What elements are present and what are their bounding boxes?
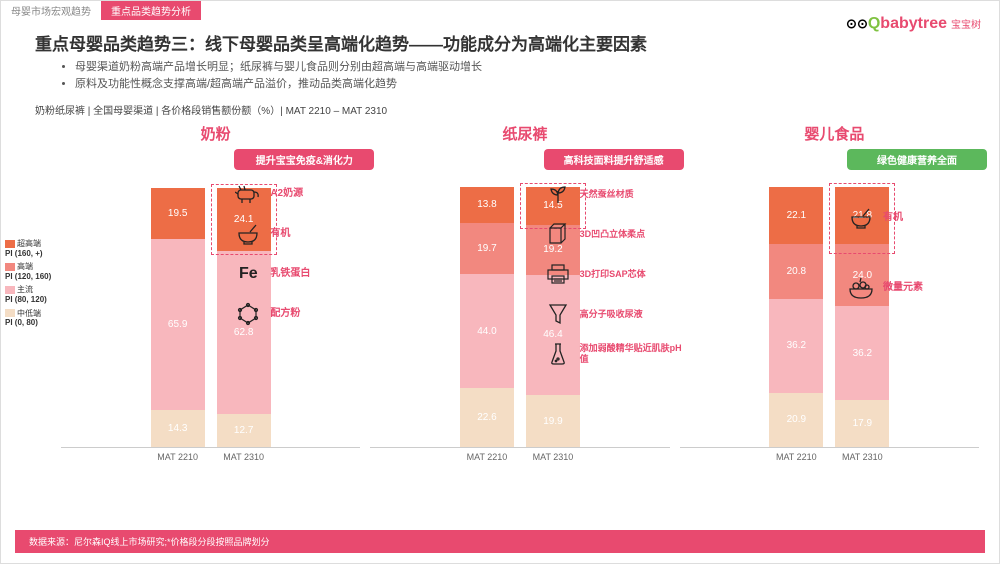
- plant-icon: [544, 180, 572, 208]
- bar-seg: 65.9: [151, 239, 205, 410]
- col-milk: 奶粉 14.365.919.512.762.824.1 MAT 2210 MAT…: [61, 119, 370, 497]
- xl-milk-1: MAT 2210: [151, 452, 205, 462]
- legend-l1: 超高端: [17, 239, 41, 248]
- feat-diaper-3: 3D打印SAP芯体: [580, 269, 646, 280]
- bar-seg: 13.8: [460, 187, 514, 223]
- cat-title-milk: 奶粉: [61, 119, 370, 148]
- flask-icon: [544, 340, 572, 368]
- feat-food-2: 微量元素: [883, 282, 923, 294]
- bar-seg: 14.3: [151, 410, 205, 447]
- bar-seg: 22.1: [769, 187, 823, 244]
- features-diaper: 高科技面料提升舒适感 天然蚕丝材质 3D凹凸立体柔点 3D打印SAP芯体 高分子…: [544, 149, 684, 380]
- xl-food-1: MAT 2210: [769, 452, 823, 462]
- feat-food-1: 有机: [883, 212, 903, 224]
- bullet-2: 原料及功能性概念支撑高端/超高端产品溢价，推动品类高端化趋势: [75, 76, 939, 93]
- bar-seg: 20.8: [769, 244, 823, 298]
- bar: 22.644.019.713.8: [460, 187, 514, 447]
- logo: ⊙⊙Qbabytree 宝宝树: [846, 15, 981, 33]
- xl-food-2: MAT 2310: [835, 452, 889, 462]
- xlabels-diaper: MAT 2210 MAT 2310: [370, 448, 669, 462]
- feat-milk-2: 有机: [270, 228, 290, 240]
- cat-title-food: 婴儿食品: [680, 119, 989, 148]
- molecule-icon: [234, 300, 262, 328]
- funnel-icon: [544, 300, 572, 328]
- feat-milk-4: 配方粉: [270, 308, 300, 320]
- xl-diaper-1: MAT 2210: [460, 452, 514, 462]
- features-milk: 提升宝宝免疫&消化力 A2奶源 有机 Fe 乳铁蛋白 配方粉: [234, 149, 374, 340]
- cat-title-diaper: 纸尿裤: [370, 119, 679, 148]
- features-food: 绿色健康营养全面 有机 微量元素: [847, 183, 987, 314]
- feat-head-milk: 提升宝宝免疫&消化力: [234, 149, 374, 170]
- legend-l2: 高端: [17, 262, 33, 271]
- bar-seg: 17.9: [835, 400, 889, 447]
- box3d-icon: [544, 220, 572, 248]
- feat-head-food: 绿色健康营养全面: [847, 149, 987, 170]
- col-food: 婴儿食品 20.936.220.822.117.936.224.021.8 MA…: [680, 119, 989, 497]
- legend-sw-1: [5, 240, 15, 248]
- slide: 母婴市场宏观趋势 重点品类趋势分析 ⊙⊙Qbabytree宝宝树 重点母婴品类趋…: [0, 0, 1000, 564]
- charts-row: 超高端PI (160, +) 高端PI (120, 160) 主流PI (80,…: [1, 119, 999, 497]
- bullet-1: 母婴渠道奶粉高端产品增长明显；纸尿裤与婴儿食品则分别由超高端与高端驱动增长: [75, 59, 939, 76]
- xlabels-milk: MAT 2210 MAT 2310: [61, 448, 360, 462]
- bar-seg: 22.6: [460, 388, 514, 447]
- legend-sw-3: [5, 286, 15, 294]
- logo-q: Q: [868, 15, 880, 32]
- col-diaper: 纸尿裤 22.644.019.713.819.946.419.214.5 MAT…: [370, 119, 679, 497]
- feat-diaper-5: 添加弱酸精华贴近肌肤pH值: [580, 343, 684, 365]
- legend-l4-sub: PI (0, 80): [5, 318, 38, 327]
- bar: 20.936.220.822.1: [769, 187, 823, 447]
- legend: 超高端PI (160, +) 高端PI (120, 160) 主流PI (80,…: [5, 239, 51, 332]
- xl-milk-2: MAT 2310: [217, 452, 271, 462]
- mortar-icon: [234, 220, 262, 248]
- bar-seg: 36.2: [769, 299, 823, 393]
- feat-diaper-2: 3D凹凸立体柔点: [580, 229, 646, 240]
- feat-milk-1: A2奶源: [270, 188, 303, 200]
- legend-l3-sub: PI (80, 120): [5, 295, 47, 304]
- feat-diaper-4: 高分子吸收尿液: [580, 309, 643, 320]
- xlabels-food: MAT 2210 MAT 2310: [680, 448, 979, 462]
- logo-cn: 宝宝树: [951, 20, 981, 31]
- bar: 14.365.919.5: [151, 188, 205, 447]
- tab-category[interactable]: 重点品类趋势分析: [101, 1, 201, 20]
- fruit-bowl-icon: [847, 274, 875, 302]
- legend-l2-sub: PI (120, 160): [5, 272, 51, 281]
- bar-seg: 12.7: [217, 414, 271, 447]
- legend-l3: 主流: [17, 285, 33, 294]
- fe-icon: Fe: [234, 260, 262, 288]
- bar-seg: 36.2: [835, 306, 889, 400]
- feat-milk-3: 乳铁蛋白: [270, 268, 310, 280]
- bar-seg: 19.7: [460, 223, 514, 274]
- bar-seg: 20.9: [769, 393, 823, 447]
- feat-head-diaper: 高科技面料提升舒适感: [544, 149, 684, 170]
- mortar2-icon: [847, 204, 875, 232]
- xl-diaper-2: MAT 2310: [526, 452, 580, 462]
- chart-subtitle: 奶粉纸尿裤 | 全国母婴渠道 | 各价格段销售额份额（%）| MAT 2210 …: [1, 92, 999, 119]
- bullets: 母婴渠道奶粉高端产品增长明显；纸尿裤与婴儿食品则分别由超高端与高端驱动增长 原料…: [1, 59, 999, 92]
- legend-sw-2: [5, 263, 15, 271]
- logo-icon: ⊙⊙: [846, 16, 868, 31]
- printer-icon: [544, 260, 572, 288]
- tab-macro[interactable]: 母婴市场宏观趋势: [1, 1, 101, 20]
- cow-icon: [234, 180, 262, 208]
- footer-source: 数据来源：尼尔森IQ线上市场研究;*价格段分段按照品牌划分: [15, 530, 985, 553]
- logo-b: babytree: [880, 15, 947, 32]
- bar-seg: 19.5: [151, 188, 205, 239]
- legend-l1-sub: PI (160, +): [5, 249, 43, 258]
- legend-l4: 中低端: [17, 309, 41, 318]
- bar-seg: 19.9: [526, 395, 580, 447]
- feat-diaper-1: 天然蚕丝材质: [580, 189, 634, 200]
- legend-sw-4: [5, 309, 15, 317]
- bar-seg: 44.0: [460, 274, 514, 388]
